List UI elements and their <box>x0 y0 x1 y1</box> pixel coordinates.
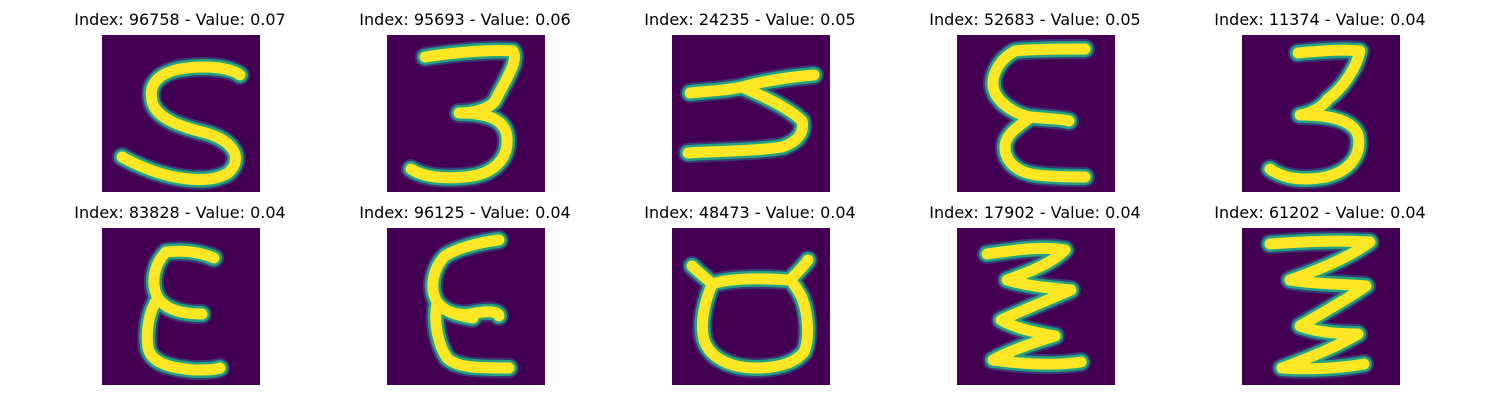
glyph-3-rotated-image <box>672 35 830 192</box>
sample-panel: Index: 83828 - Value: 0.04 <box>40 193 320 385</box>
glyph-stroke <box>405 44 520 184</box>
sample-title: Index: 95693 - Value: 0.06 <box>359 10 571 29</box>
glyph-stroke <box>682 69 820 159</box>
sample-panel: Index: 48473 - Value: 0.04 <box>610 193 890 385</box>
glyph-stroke <box>1264 235 1376 375</box>
sample-panel: Index: 11374 - Value: 0.04 <box>1180 0 1460 192</box>
glyph-stroke <box>1264 44 1366 185</box>
sample-panel: Index: 95693 - Value: 0.06 <box>325 0 605 192</box>
sample-panel: Index: 96125 - Value: 0.04 <box>325 193 605 385</box>
glyph-zigzag-e-image <box>957 228 1115 385</box>
glyph-stroke <box>427 234 515 374</box>
glyph-d-open-image <box>672 228 830 385</box>
sample-title: Index: 11374 - Value: 0.04 <box>1214 10 1426 29</box>
sample-title: Index: 61202 - Value: 0.04 <box>1214 203 1426 222</box>
sample-title: Index: 96125 - Value: 0.04 <box>359 203 571 222</box>
sample-image <box>1242 35 1400 192</box>
sample-title: Index: 17902 - Value: 0.04 <box>929 203 1141 222</box>
sample-title: Index: 24235 - Value: 0.05 <box>644 10 856 29</box>
sample-panel: Index: 52683 - Value: 0.05 <box>895 0 1175 192</box>
sample-image <box>957 35 1115 192</box>
glyph-5-image <box>102 35 260 192</box>
sample-panel: Index: 24235 - Value: 0.05 <box>610 0 890 192</box>
glyph-stroke <box>686 254 814 374</box>
sample-panel: Index: 17902 - Value: 0.04 <box>895 193 1175 385</box>
sample-image <box>387 35 545 192</box>
sample-panel: Index: 96758 - Value: 0.07 <box>40 0 320 192</box>
glyph-epsilon-image <box>387 228 545 385</box>
sample-title: Index: 52683 - Value: 0.05 <box>929 10 1141 29</box>
glyph-stroke <box>981 242 1087 370</box>
sample-image <box>957 228 1115 385</box>
sample-title: Index: 96758 - Value: 0.07 <box>74 10 286 29</box>
sample-panel: Index: 61202 - Value: 0.04 <box>1180 193 1460 385</box>
sample-image <box>672 35 830 192</box>
sample-image <box>672 228 830 385</box>
sample-image <box>102 35 260 192</box>
sample-title: Index: 83828 - Value: 0.04 <box>74 203 286 222</box>
glyph-stroke <box>141 245 226 376</box>
sample-title: Index: 48473 - Value: 0.04 <box>644 203 856 222</box>
sample-image <box>1242 228 1400 385</box>
sample-image <box>102 228 260 385</box>
sample-image <box>387 228 545 385</box>
glyph-epsilon-image <box>102 228 260 385</box>
glyph-epsilon-image <box>957 35 1115 192</box>
glyph-stroke <box>987 43 1091 183</box>
glyph-zigzag-z-image <box>1242 228 1400 385</box>
glyph-3-image <box>1242 35 1400 192</box>
glyph-stroke <box>116 61 246 186</box>
glyph-3-image <box>387 35 545 192</box>
